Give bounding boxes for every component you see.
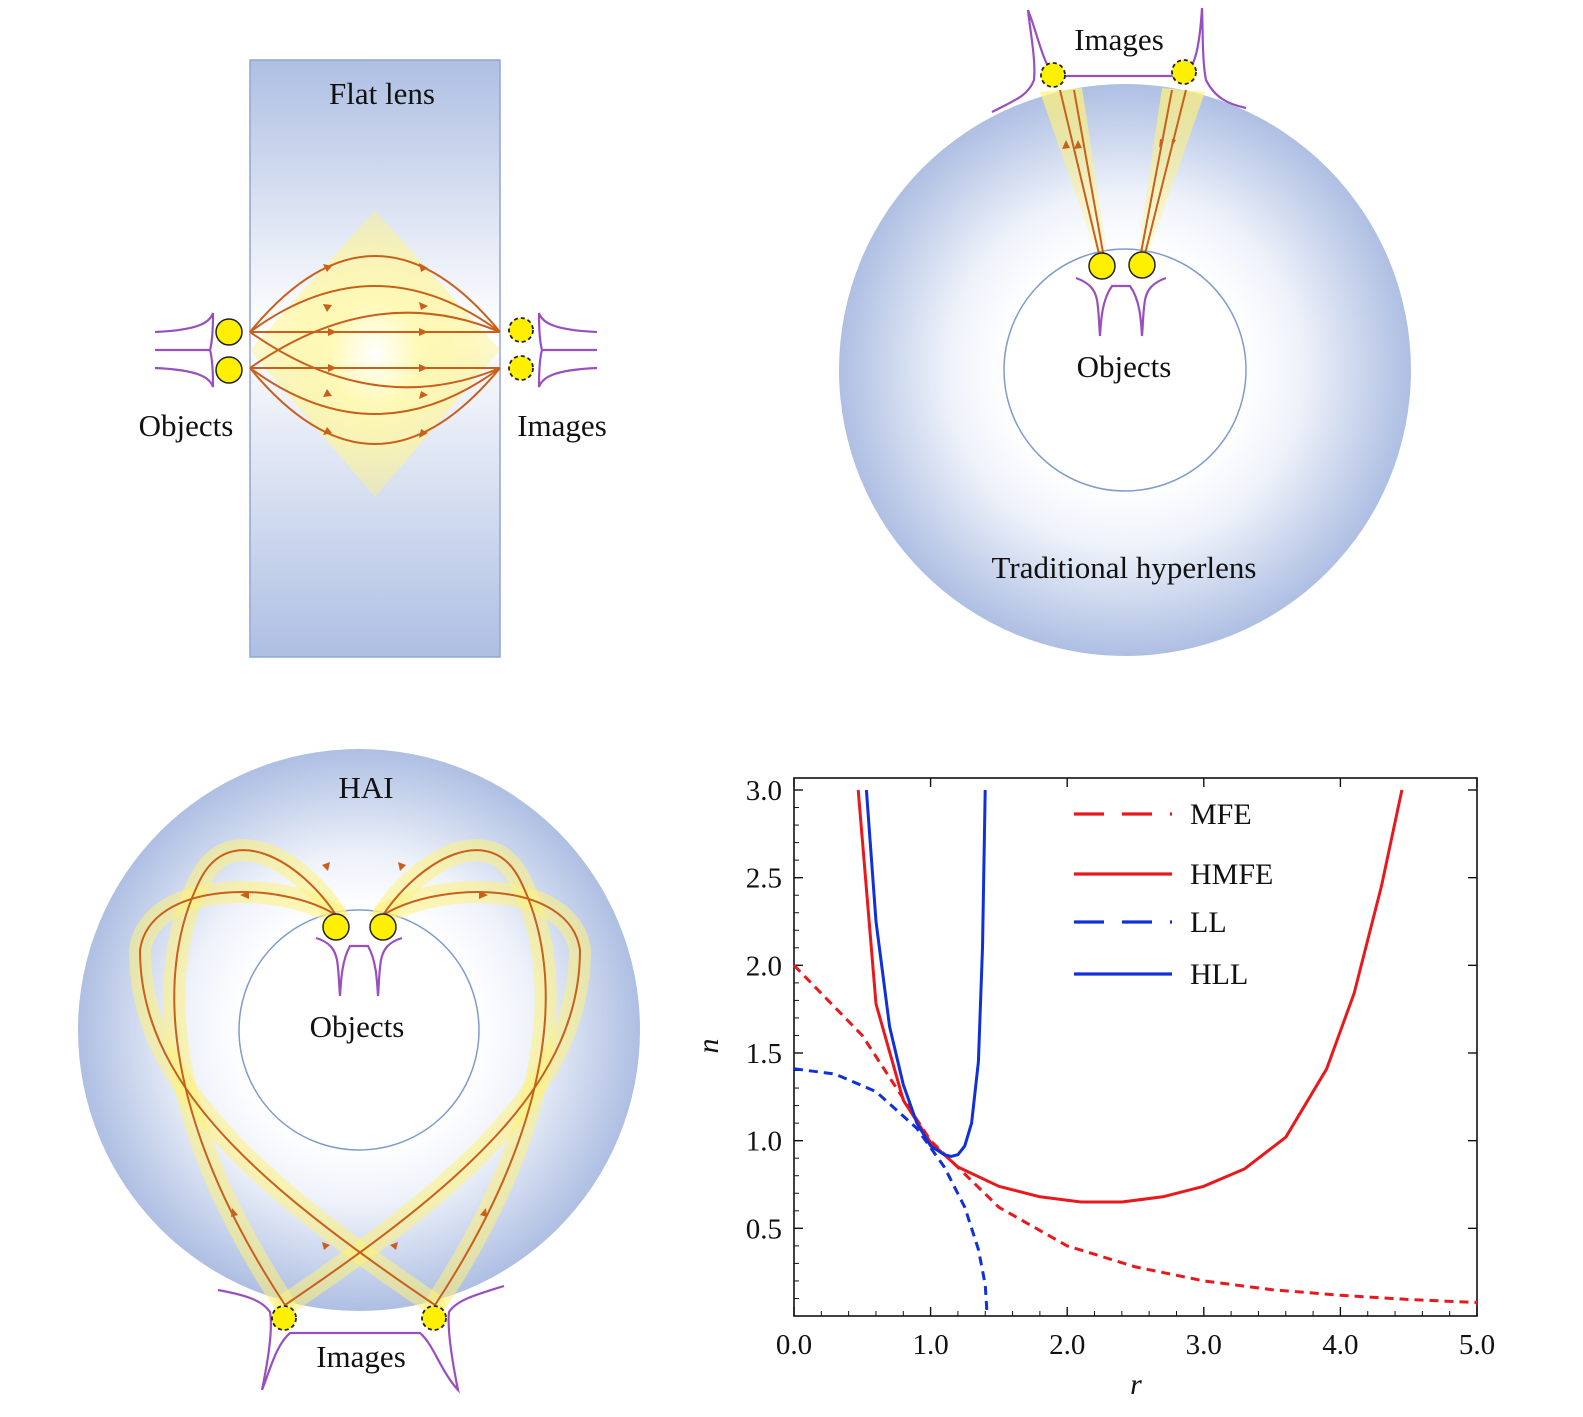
hai-object-profile [315, 936, 403, 997]
y-tick-label: 1.0 [746, 1126, 782, 1158]
x-tick-label: 0.0 [776, 1329, 812, 1361]
hai-arrowheads [231, 862, 488, 1250]
flat-lens-objects-label: Objects [139, 408, 234, 443]
object-source-dot [1128, 251, 1156, 279]
hai-panel: HAI Objects Images [78, 749, 640, 1394]
legend-label-mfe: MFE [1190, 798, 1252, 831]
object-source-dot [322, 913, 350, 941]
flat-lens-image-profile [537, 312, 598, 388]
legend-label-hmfe: HMFE [1190, 858, 1273, 891]
chart-panel: 0.0 1.0 2.0 3.0 4.0 5.0 0.5 1.0 1.5 2.0 2.5 3.0 MFE… [692, 775, 1495, 1401]
y-tick-label: 0.5 [746, 1213, 782, 1245]
object-source-dot [1088, 252, 1116, 280]
y-tick-label: 2.0 [746, 950, 782, 982]
x-tick-label: 4.0 [1322, 1329, 1358, 1361]
y-tick-label: 3.0 [746, 775, 782, 807]
image-dot [421, 1305, 447, 1331]
legend-label-hll: HLL [1190, 958, 1248, 991]
flat-lens-object-profile [154, 312, 215, 388]
image-dot [1040, 62, 1066, 88]
hyperlens-objects-label: Objects [1077, 349, 1172, 384]
hai-title: HAI [338, 770, 393, 805]
flat-lens-images-label: Images [517, 408, 607, 443]
image-dot [271, 1305, 297, 1331]
series-line-mfe [792, 964, 1478, 1304]
chart-plot-frame [793, 777, 1478, 1317]
hai-images-label: Images [316, 1339, 406, 1374]
x-tick-label: 2.0 [1049, 1329, 1085, 1361]
y-tick-label: 1.5 [746, 1038, 782, 1070]
series-line-hmfe [856, 789, 1404, 1204]
chart-ylabel: n [692, 1039, 725, 1054]
chart-xlabel: r [1130, 1368, 1142, 1401]
series-line-ll [793, 1067, 989, 1317]
flat-lens-rays [249, 255, 501, 445]
object-source-dot [215, 318, 243, 346]
y-tick-label: 2.5 [746, 863, 782, 895]
series-line-hll [864, 789, 987, 1158]
flat-lens-title: Flat lens [329, 76, 435, 111]
hyperlens-image-profile [991, 7, 1247, 113]
chart-ticks: 0.0 1.0 2.0 3.0 4.0 5.0 0.5 1.0 1.5 2.0 2.5 3.0 [746, 775, 1495, 1361]
hai-image-profile [217, 1284, 505, 1394]
image-dot [1171, 59, 1197, 85]
hyperlens-title: Traditional hyperlens [992, 550, 1257, 585]
x-tick-label: 5.0 [1459, 1329, 1495, 1361]
hai-objects-label: Objects [310, 1009, 405, 1044]
hyperlens-rays [1059, 89, 1187, 259]
image-dot [508, 317, 534, 343]
hyperlens-images-label: Images [1074, 22, 1164, 57]
hai-inner-circle [238, 909, 480, 1151]
x-tick-label: 3.0 [1186, 1329, 1222, 1361]
hyperlens-object-profile [1075, 276, 1167, 337]
flat-lens-panel: Flat lens Objects Images [139, 59, 607, 658]
chart-legend: MFE HMFE LL HLL [1074, 798, 1273, 991]
x-tick-label: 1.0 [912, 1329, 948, 1361]
object-source-dot [215, 356, 243, 384]
legend-label-ll: LL [1190, 906, 1227, 939]
flat-lens-glow [250, 210, 500, 497]
flat-lens-arrowheads [323, 263, 428, 438]
hyperlens-arrowheads [1062, 139, 1176, 149]
object-source-dot [369, 913, 397, 941]
hai-rays [138, 849, 582, 1306]
image-dot [508, 355, 534, 381]
hyperlens-panel: Images Objects Traditional hyperlens [839, 7, 1411, 656]
hyperlens-inner-circle [1003, 248, 1247, 492]
chart-lines [792, 789, 1478, 1317]
